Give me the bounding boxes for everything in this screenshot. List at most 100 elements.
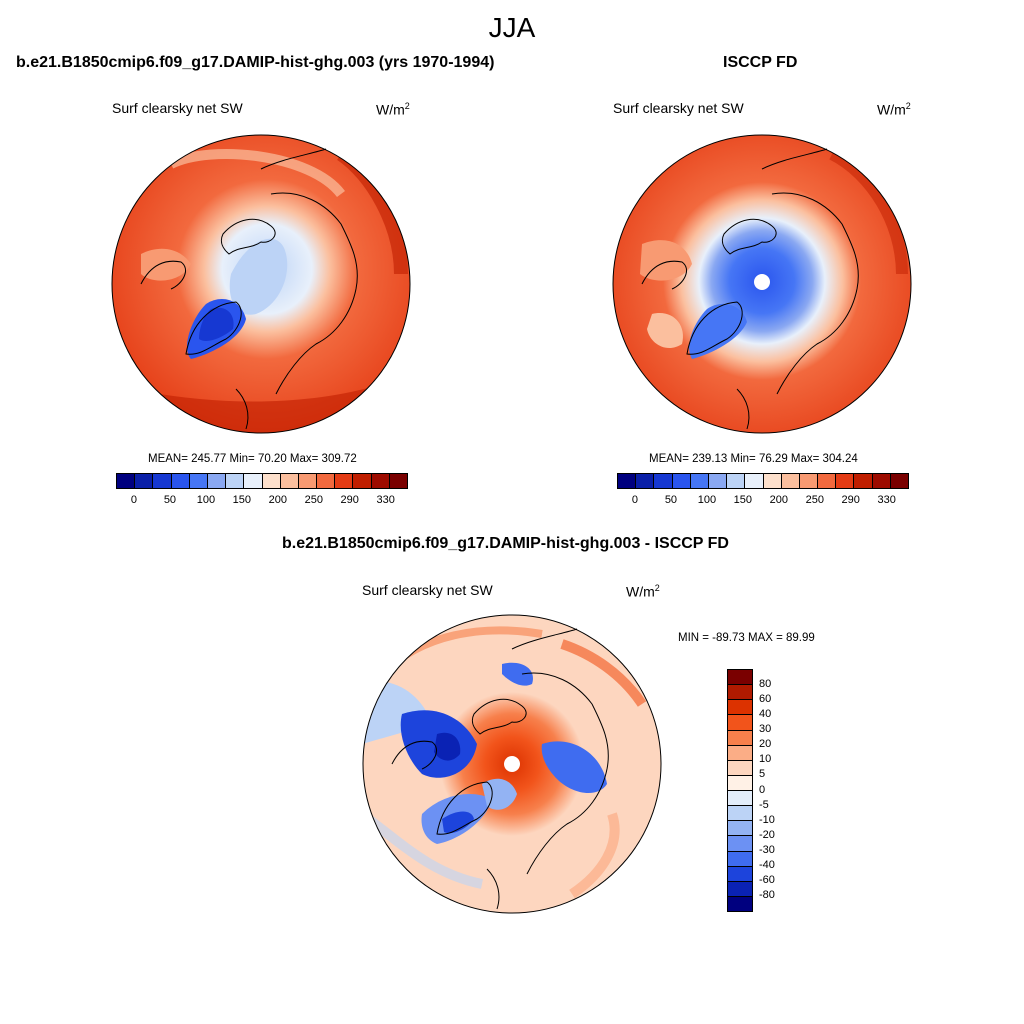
colorbar-tick-label: 50 xyxy=(163,494,177,506)
colorbar-tick-label: 60 xyxy=(759,693,772,706)
panel3-variable-label: Surf clearsky net SW xyxy=(362,582,493,598)
colorbar-swatch xyxy=(153,474,172,488)
colorbar-swatch xyxy=(728,760,752,776)
colorbar-swatch xyxy=(728,851,752,867)
colorbar-tick-label: 0 xyxy=(130,494,138,506)
colorbar-swatch xyxy=(280,474,299,488)
colorbar-swatch xyxy=(818,474,837,488)
panel2-units: W/m2 xyxy=(877,101,911,118)
colorbar-tick-label: 0 xyxy=(759,783,766,796)
colorbar-swatch xyxy=(244,474,263,488)
panel3-colorbar-ticks: 80 60 40 30 20 10 5 0 -5 -10 -20 -30 -40 -60 -80 xyxy=(759,669,799,910)
colorbar-swatch xyxy=(872,474,891,488)
panel1-colorbar xyxy=(116,473,408,489)
colorbar-tick-label: 150 xyxy=(232,494,252,506)
colorbar-tick-label: -40 xyxy=(759,858,775,871)
colorbar-swatch xyxy=(654,474,673,488)
colorbar-tick-label: 330 xyxy=(376,494,395,506)
colorbar-swatch xyxy=(353,474,372,488)
colorbar-swatch xyxy=(799,474,819,488)
colorbar-swatch xyxy=(317,474,336,488)
colorbar-swatch xyxy=(636,474,655,488)
colorbar-swatch xyxy=(728,775,752,791)
panel2-variable-label: Surf clearsky net SW xyxy=(613,100,744,116)
colorbar-swatch xyxy=(171,474,190,488)
panel1-variable-label: Surf clearsky net SW xyxy=(112,100,243,116)
panel1-title: b.e21.B1850cmip6.f09_g17.DAMIP-hist-ghg.… xyxy=(16,54,495,71)
panel1-polar-map xyxy=(111,134,411,434)
colorbar-swatch xyxy=(728,806,752,822)
colorbar-swatch xyxy=(854,474,873,488)
colorbar-tick-label: 5 xyxy=(759,768,766,781)
colorbar-tick-label: -60 xyxy=(759,873,775,886)
colorbar-swatch xyxy=(226,474,245,488)
colorbar-swatch xyxy=(728,730,752,746)
colorbar-swatch xyxy=(745,474,764,488)
colorbar-tick-label: 20 xyxy=(759,738,772,751)
panel2-polar-map xyxy=(612,134,912,434)
colorbar-swatch xyxy=(836,474,855,488)
colorbar-swatch xyxy=(117,474,136,488)
colorbar-tick-label: 30 xyxy=(759,723,772,736)
panel2-colorbar xyxy=(617,473,909,489)
colorbar-swatch xyxy=(708,474,728,488)
panel1-units: W/m2 xyxy=(376,101,410,118)
colorbar-swatch xyxy=(728,700,752,716)
panel2-colorbar-ticks: 0 50 100 150 200 250 290 330 xyxy=(617,494,907,508)
colorbar-swatch xyxy=(262,474,281,488)
colorbar-tick-label: 100 xyxy=(697,494,717,506)
colorbar-swatch xyxy=(728,866,752,882)
panel3-polar-map xyxy=(362,614,662,914)
colorbar-tick-label: 150 xyxy=(733,494,753,506)
colorbar-swatch xyxy=(728,685,752,701)
colorbar-tick-label: 200 xyxy=(268,494,287,506)
colorbar-tick-label: 290 xyxy=(841,494,860,506)
colorbar-swatch xyxy=(672,474,691,488)
panel3-colorbar xyxy=(727,669,753,912)
figure-title: JJA xyxy=(488,12,536,43)
colorbar-swatch xyxy=(618,474,637,488)
colorbar-swatch xyxy=(298,474,318,488)
panel3-units: W/m2 xyxy=(626,583,660,600)
colorbar-swatch xyxy=(728,670,752,686)
colorbar-swatch xyxy=(728,881,752,897)
colorbar-tick-label: -80 xyxy=(759,888,775,901)
colorbar-tick-label: 80 xyxy=(759,678,772,691)
colorbar-tick-label: 40 xyxy=(759,708,772,721)
colorbar-tick-label: 100 xyxy=(196,494,216,506)
colorbar-swatch xyxy=(189,474,208,488)
panel3-stats: MIN = -89.73 MAX = 89.99 xyxy=(678,632,815,644)
colorbar-swatch xyxy=(890,474,908,488)
colorbar-swatch xyxy=(690,474,709,488)
panel2-stats: MEAN= 239.13 Min= 76.29 Max= 304.24 xyxy=(649,453,858,465)
colorbar-swatch xyxy=(335,474,354,488)
colorbar-tick-label: -10 xyxy=(759,813,775,826)
colorbar-tick-label: 50 xyxy=(664,494,678,506)
colorbar-swatch xyxy=(371,474,390,488)
colorbar-tick-label: 290 xyxy=(340,494,359,506)
colorbar-tick-label: 250 xyxy=(805,494,824,506)
colorbar-swatch xyxy=(727,474,746,488)
colorbar-tick-label: -5 xyxy=(759,798,769,811)
colorbar-tick-label: -20 xyxy=(759,828,775,841)
colorbar-swatch xyxy=(781,474,800,488)
panel1-colorbar-ticks: 0 50 100 150 200 250 290 330 xyxy=(116,494,406,508)
colorbar-tick-label: -30 xyxy=(759,843,775,856)
colorbar-swatch xyxy=(207,474,227,488)
colorbar-swatch xyxy=(728,715,752,731)
colorbar-swatch xyxy=(135,474,154,488)
colorbar-swatch xyxy=(728,791,752,807)
colorbar-swatch xyxy=(389,474,407,488)
colorbar-swatch xyxy=(728,745,752,761)
panel2-title: ISCCP FD xyxy=(723,54,798,71)
colorbar-swatch xyxy=(728,821,752,837)
colorbar-tick-label: 250 xyxy=(304,494,323,506)
colorbar-swatch xyxy=(728,836,752,852)
colorbar-tick-label: 330 xyxy=(877,494,896,506)
colorbar-tick-label: 200 xyxy=(769,494,788,506)
panel3-title: b.e21.B1850cmip6.f09_g17.DAMIP-hist-ghg.… xyxy=(282,535,729,552)
colorbar-tick-label: 10 xyxy=(759,753,772,766)
colorbar-swatch xyxy=(763,474,782,488)
colorbar-swatch xyxy=(728,896,752,911)
colorbar-tick-label: 0 xyxy=(631,494,639,506)
